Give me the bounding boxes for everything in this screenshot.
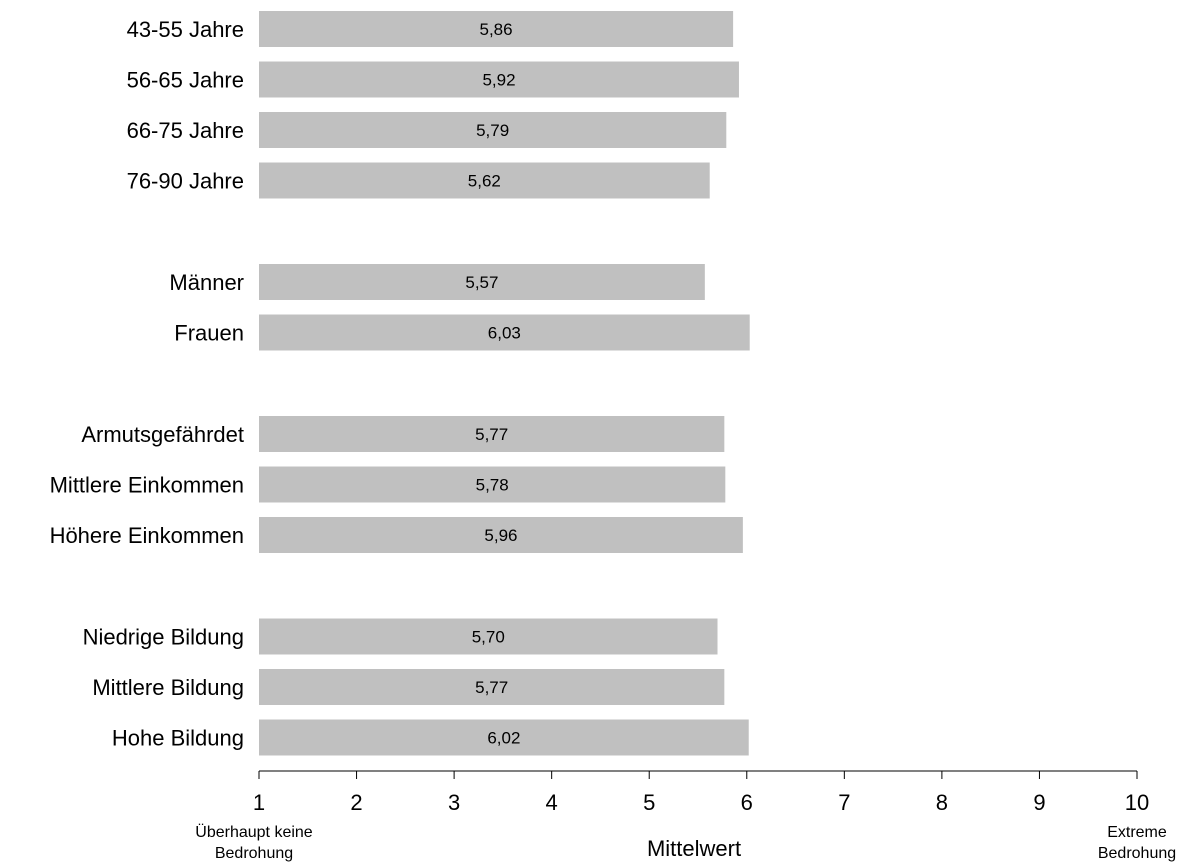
value-label: 6,03 <box>488 324 521 343</box>
value-label: 5,86 <box>480 20 513 39</box>
x-min-note-line-1: Überhaupt keine <box>195 823 313 841</box>
value-label: 5,78 <box>476 476 509 495</box>
bars-layer: 43-55 Jahre 5,86 56-65 Jahre 5,92 66-75 Jahr… <box>50 11 750 756</box>
category-label: Frauen <box>174 321 244 346</box>
value-label: 6,02 <box>487 729 520 748</box>
x-tick-label: 6 <box>741 790 753 815</box>
bar <box>259 669 725 705</box>
bar <box>259 466 726 503</box>
category-label: 76-90 Jahre <box>127 169 244 194</box>
x-max-note-line-2: Bedrohung <box>1098 845 1176 862</box>
category-label: Mittlere Einkommen <box>50 473 244 498</box>
bar <box>259 11 734 47</box>
x-tick-label: 8 <box>936 790 948 815</box>
bar <box>259 517 743 553</box>
value-label: 5,62 <box>468 172 501 191</box>
category-label: Armutsgefährdet <box>81 422 244 447</box>
value-label: 5,96 <box>484 526 517 545</box>
value-label: 5,79 <box>476 121 509 140</box>
bar <box>259 112 727 148</box>
category-label: Männer <box>169 270 244 295</box>
bar <box>259 416 725 452</box>
x-min-note-line-2: Bedrohung <box>215 845 293 862</box>
value-label: 5,77 <box>475 425 508 444</box>
x-tick-label: 7 <box>838 790 850 815</box>
x-axis: 1 2 3 4 5 6 7 8 9 10 <box>253 770 1149 815</box>
x-tick-label: 9 <box>1033 790 1045 815</box>
value-label: 5,57 <box>465 273 498 292</box>
value-label: 5,70 <box>472 628 505 647</box>
x-tick-label: 4 <box>546 790 558 815</box>
bar <box>259 162 710 199</box>
x-tick-label: 5 <box>643 790 655 815</box>
bar <box>259 264 705 300</box>
x-tick-label: 1 <box>253 790 265 815</box>
x-tick-label: 2 <box>350 790 362 815</box>
category-label: Mittlere Bildung <box>92 675 244 700</box>
bar <box>259 719 749 756</box>
category-label: Höhere Einkommen <box>50 523 244 548</box>
category-label: Hohe Bildung <box>112 726 244 751</box>
category-label: 43-55 Jahre <box>127 17 244 42</box>
category-label: 56-65 Jahre <box>127 68 244 93</box>
x-max-note-line-1: Extreme <box>1107 824 1167 841</box>
value-label: 5,92 <box>482 71 515 90</box>
value-label: 5,77 <box>475 678 508 697</box>
bar <box>259 618 718 655</box>
x-tick-label: 3 <box>448 790 460 815</box>
category-label: Niedrige Bildung <box>83 625 244 650</box>
x-axis-title: Mittelwert <box>647 836 741 861</box>
category-label: 66-75 Jahre <box>127 118 244 143</box>
bar <box>259 314 750 351</box>
x-tick-label: 10 <box>1125 790 1149 815</box>
bar <box>259 61 739 98</box>
